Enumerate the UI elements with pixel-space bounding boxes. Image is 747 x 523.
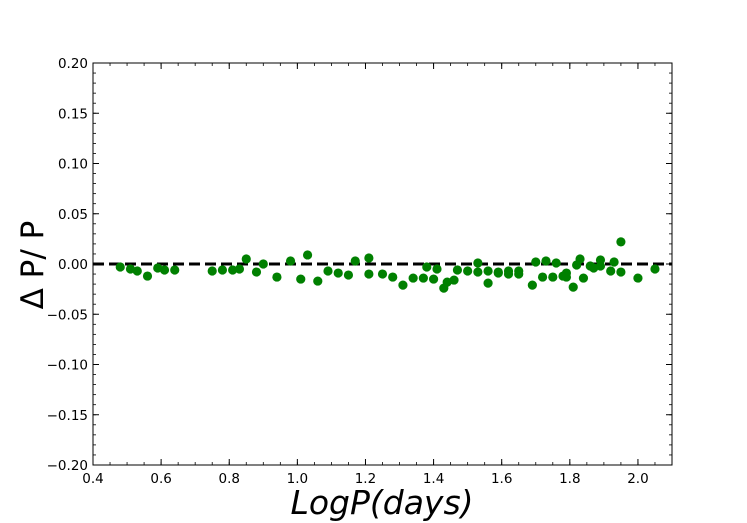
x-tick-label: 0.8: [218, 471, 239, 487]
data-point: [364, 269, 374, 279]
data-point: [388, 272, 398, 282]
data-point: [514, 269, 524, 279]
x-tick-label: 1.0: [287, 471, 308, 487]
data-point: [503, 269, 514, 279]
data-point: [531, 257, 541, 267]
data-point: [217, 265, 228, 275]
data-point: [207, 266, 217, 276]
data-point: [251, 267, 262, 277]
data-point: [350, 256, 360, 266]
data-point: [541, 256, 551, 266]
x-tick-label: 1.4: [423, 471, 444, 487]
data-point: [272, 272, 282, 282]
data-point: [473, 258, 483, 268]
data-point: [132, 266, 142, 276]
y-tick-label: −0.10: [47, 358, 88, 374]
data-point: [285, 256, 296, 266]
data-point: [483, 266, 493, 276]
y-tick-labels: 0.20 0.15 0.10 0.05 0.00 −0.05 −0.10 −0.15 −0.20: [47, 56, 88, 474]
x-tick-label: 1.2: [355, 471, 376, 487]
y-tick-label: −0.15: [47, 408, 88, 424]
data-point: [313, 276, 323, 286]
data-point: [234, 264, 245, 274]
data-point: [115, 262, 125, 272]
y-tick-label: 0.15: [58, 106, 88, 122]
y-tick-label: 0.10: [58, 157, 88, 173]
data-point: [296, 274, 306, 284]
data-points: [115, 237, 660, 293]
data-point: [422, 262, 432, 272]
data-point: [463, 266, 473, 276]
data-point: [473, 267, 483, 277]
data-point: [578, 273, 589, 283]
y-tick-label: 0.05: [58, 207, 88, 223]
x-tick-label: 1.6: [491, 471, 512, 487]
y-tick-label: 0.20: [58, 56, 88, 72]
data-point: [575, 254, 585, 264]
data-point: [551, 258, 561, 268]
data-point: [595, 255, 606, 265]
data-point: [228, 265, 238, 275]
data-point: [633, 273, 643, 283]
data-point: [483, 278, 493, 288]
x-tick-label: 1.8: [559, 471, 580, 487]
x-axis-label: LogP(days): [290, 483, 473, 522]
y-tick-label: 0.00: [58, 257, 88, 273]
data-point: [493, 267, 503, 277]
data-point: [537, 272, 548, 282]
major-ticks: [92, 62, 672, 466]
y-tick-label: −0.20: [47, 458, 88, 474]
data-point: [527, 280, 537, 290]
data-point: [398, 280, 408, 290]
x-tick-label: 0.6: [150, 471, 171, 487]
data-point: [364, 253, 374, 263]
data-point: [561, 268, 572, 278]
data-point: [159, 265, 170, 275]
data-point: [418, 273, 428, 283]
data-point: [548, 272, 558, 282]
data-point: [606, 266, 616, 276]
data-point: [302, 250, 313, 260]
x-tick-label: 2.0: [627, 471, 648, 487]
data-point: [377, 269, 388, 279]
data-point: [428, 274, 439, 284]
data-point: [568, 282, 578, 292]
y-axis-label: Δ P/ P: [15, 221, 51, 310]
data-point: [170, 265, 180, 275]
data-point: [616, 237, 626, 247]
data-point: [258, 259, 268, 269]
data-point: [241, 254, 251, 264]
x-tick-label: 0.4: [82, 471, 103, 487]
data-point: [449, 275, 459, 285]
data-point: [333, 268, 343, 278]
x-tick-labels: 0.4 0.6 0.8 1.0 1.2 1.4 1.6 1.8 2.0: [82, 471, 648, 487]
plot-frame: [92, 62, 673, 466]
data-point: [432, 264, 442, 274]
data-point: [452, 265, 463, 275]
data-point: [323, 266, 333, 276]
data-point: [650, 264, 660, 274]
data-point: [408, 273, 418, 283]
data-point: [343, 270, 354, 280]
data-point: [142, 271, 153, 281]
data-point: [616, 267, 626, 277]
data-point: [609, 257, 619, 267]
y-tick-label: −0.05: [47, 307, 88, 323]
